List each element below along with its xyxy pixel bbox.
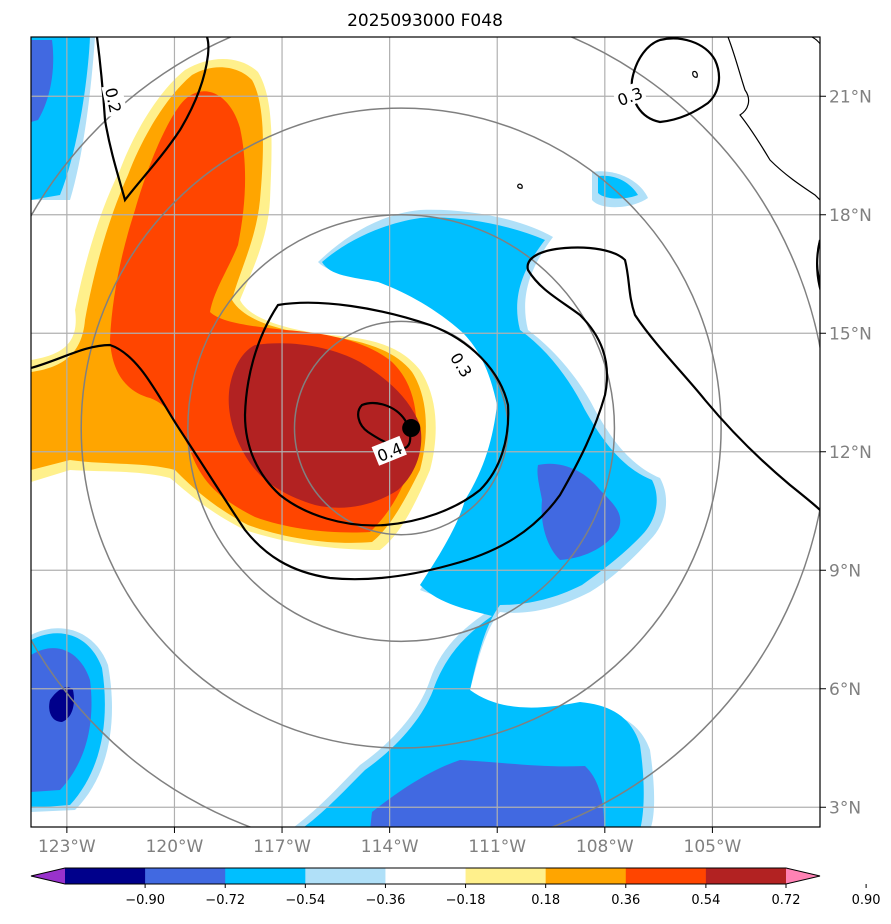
- contour-label-bg-2: [445, 346, 479, 383]
- y-tick-label-1: 6°N: [829, 680, 861, 700]
- x-tick-label-0: 123°W: [38, 837, 96, 857]
- shade-royalblue-nw: [31, 40, 54, 122]
- x-tick-label-6: 105°W: [684, 837, 742, 857]
- colorbar-label-3: −0.36: [366, 893, 406, 908]
- storm-center-marker: [402, 419, 421, 438]
- y-tick-label-3: 12°N: [829, 443, 872, 463]
- contour-east-edge: [816, 239, 820, 293]
- y-axis-ticks: 3°N 6°N 9°N 12°N 15°N 18°N 21°N: [820, 87, 872, 818]
- colorbar-label-7: 0.54: [691, 893, 720, 908]
- contour-0.2-north: [95, 37, 210, 203]
- colorbar-box-5: [465, 868, 547, 884]
- x-tick-label-4: 111°W: [468, 837, 526, 857]
- contour-label-bg-1: [612, 80, 648, 110]
- colorbar-label-0: −0.90: [125, 893, 165, 908]
- shade-royalblue-se: [537, 463, 621, 560]
- colorbar-label-4: −0.18: [446, 893, 486, 908]
- colorbar-label-6: 0.36: [611, 893, 640, 908]
- range-ring-1: [187, 213, 616, 643]
- coastline-island-2: [692, 70, 698, 78]
- y-tick-label-5: 18°N: [829, 206, 872, 226]
- shade-royalblue-s: [370, 760, 605, 827]
- colorbar-outline: [30, 867, 821, 885]
- shade-blue-small: [598, 175, 638, 199]
- x-tick-label-2: 117°W: [253, 837, 311, 857]
- colorbar-box-4: [385, 868, 467, 884]
- range-ring-2: [80, 107, 722, 749]
- contour-label-0: 0.2: [101, 86, 125, 115]
- colorbar-label-9: 0.90: [852, 893, 881, 908]
- colorbar-label-8: 0.72: [772, 893, 801, 908]
- shade-blue-center: [304, 217, 657, 827]
- x-tick-label-1: 120°W: [146, 837, 204, 857]
- x-tick-label-3: 114°W: [361, 837, 419, 857]
- contour-0.3-northeast: [630, 37, 721, 124]
- contour-0.3-inner: [243, 301, 510, 527]
- y-tick-label-6: 21°N: [829, 87, 872, 107]
- coastline-island: [517, 183, 523, 189]
- x-axis-ticks: 123°W 120°W 117°W 114°W 111°W 108°W 105°W: [38, 827, 741, 857]
- contour-label-bg-0: [101, 83, 128, 117]
- colorbar-label-1: −0.72: [205, 893, 245, 908]
- shade-firebrick-main: [228, 343, 422, 508]
- colorbar-label-2: −0.54: [285, 893, 325, 908]
- chart-title: 2025093000 F048: [347, 11, 503, 31]
- colorbar-label-5: 0.18: [531, 893, 560, 908]
- colorbar-box-8: [705, 868, 787, 884]
- map-frame: [30, 36, 821, 828]
- y-tick-label-0: 3°N: [829, 798, 861, 818]
- contour-label-bg-3: [371, 435, 407, 466]
- coastline-mexico: [727, 37, 820, 201]
- x-tick-label-5: 108°W: [576, 837, 634, 857]
- negative-shading: [31, 37, 667, 827]
- shade-navy-sw: [49, 687, 74, 722]
- colorbar-box-7: [625, 868, 707, 884]
- colorbar-box-0: [65, 868, 146, 884]
- colorbar-box-2: [225, 868, 306, 884]
- colorbar: −0.90 −0.72 −0.54 −0.36 −0.18 0.18 0.36 0.54 0.7…: [30, 867, 881, 908]
- coastline-baja-tip: [811, 37, 820, 45]
- y-tick-label-2: 9°N: [829, 561, 861, 581]
- colorbar-box-1: [145, 868, 226, 884]
- y-tick-label-4: 15°N: [829, 324, 872, 344]
- colorbar-extend-low: [31, 868, 65, 884]
- contour-0.4-core: [357, 402, 412, 450]
- colorbar-box-3: [305, 868, 386, 884]
- map-area: 0.2 0.30.30.4: [31, 37, 820, 827]
- colorbar-extend-high: [786, 868, 820, 884]
- field-contours: [31, 37, 820, 581]
- positive-shading: [31, 58, 436, 550]
- contour-0.3-outer: [31, 246, 820, 581]
- colorbar-box-6: [545, 868, 627, 884]
